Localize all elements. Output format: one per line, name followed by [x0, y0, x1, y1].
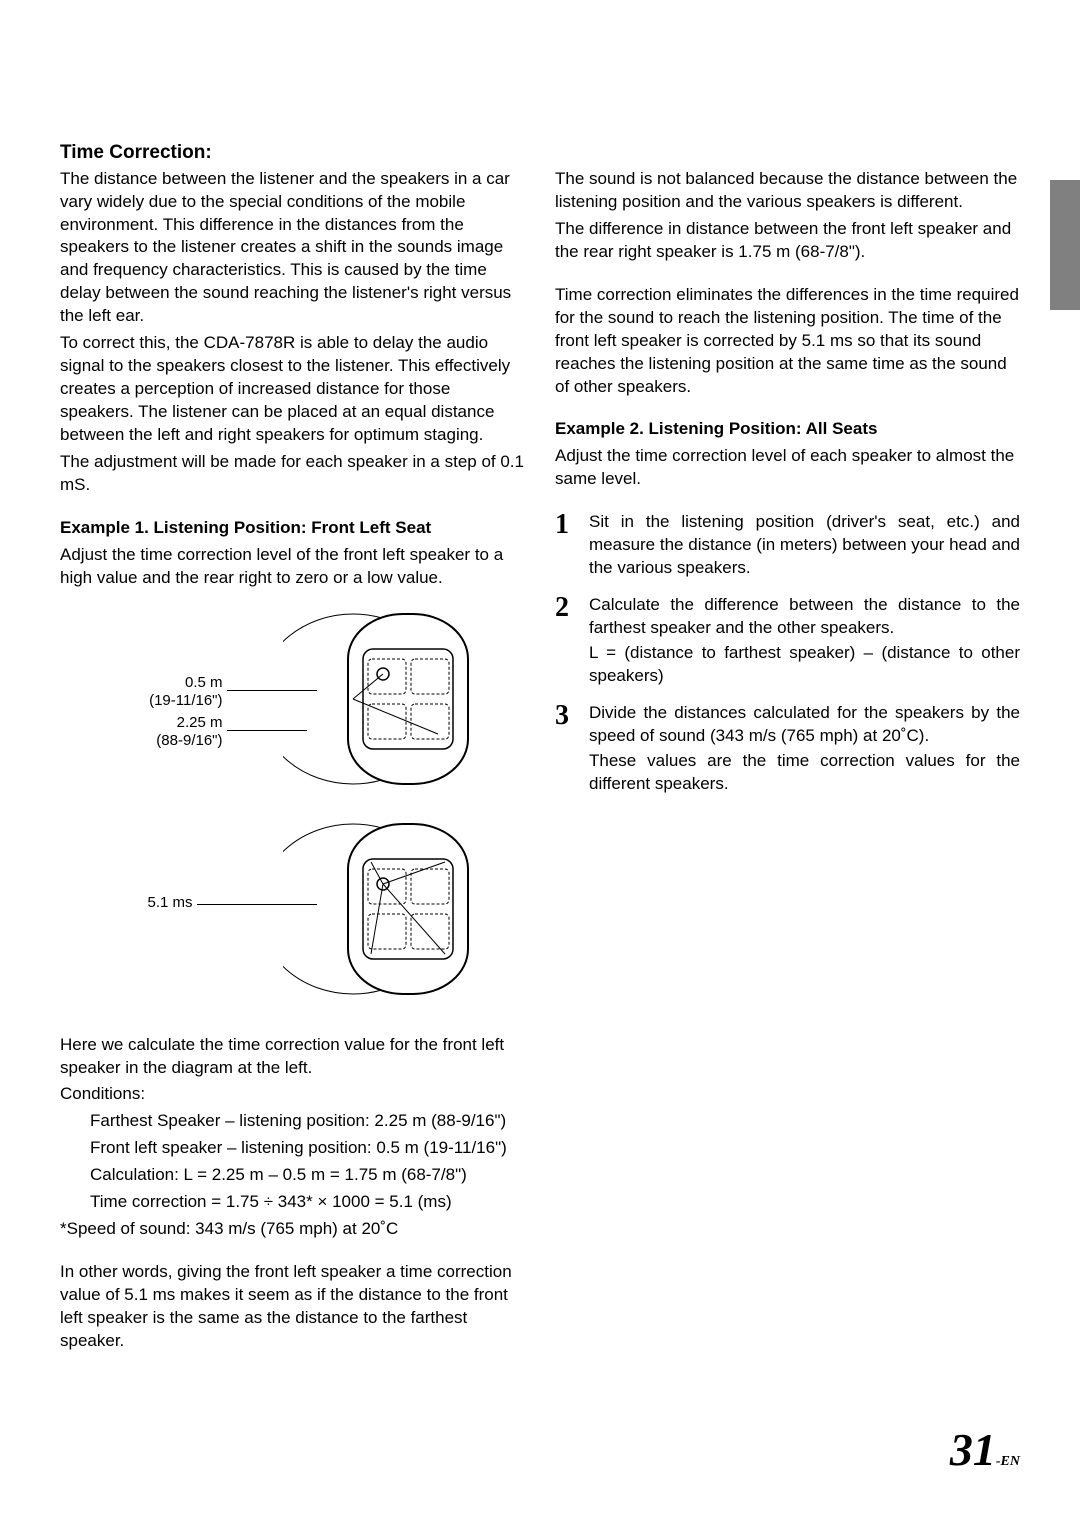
body-text: In other words, giving the front left sp…: [60, 1261, 525, 1353]
car-diagram: 0.5 m(19-11/16") 2.25 m(88-9/16") 5.1 ms: [63, 594, 523, 1024]
section-heading: Time Correction:: [60, 140, 525, 166]
page-number: 31-EN: [950, 1423, 1020, 1476]
step-text: Divide the distances calculated for the …: [589, 702, 1020, 796]
page-number-value: 31: [950, 1424, 996, 1475]
condition-line: Time correction = 1.75 ÷ 343* × 1000 = 5…: [90, 1191, 525, 1214]
step-1: 1 Sit in the listening position (driver'…: [555, 511, 1020, 580]
step-text: Sit in the listening position (driver's …: [589, 511, 1020, 580]
example-2-title: Example 2. Listening Position: All Seats: [555, 418, 1020, 441]
body-text: Adjust the time correction level of the …: [60, 544, 525, 590]
car-top-icon: [283, 604, 483, 794]
condition-line: Farthest Speaker – listening position: 2…: [90, 1110, 525, 1133]
body-text: Conditions:: [60, 1083, 525, 1106]
step-2: 2 Calculate the difference between the d…: [555, 594, 1020, 688]
condition-line: Calculation: L = 2.25 m – 0.5 m = 1.75 m…: [90, 1164, 525, 1187]
side-tab: [1050, 180, 1080, 310]
body-text: The adjustment will be made for each spe…: [60, 451, 525, 497]
example-1-title: Example 1. Listening Position: Front Lef…: [60, 517, 525, 540]
diagram-label: 2.25 m(88-9/16"): [123, 714, 223, 750]
footnote: *Speed of sound: 343 m/s (765 mph) at 20…: [60, 1218, 525, 1241]
condition-line: Front left speaker – listening position:…: [90, 1137, 525, 1160]
page: Time Correction: The distance between th…: [0, 0, 1080, 1526]
step-number: 1: [555, 511, 577, 580]
right-column: The sound is not balanced because the di…: [555, 140, 1020, 1357]
page-number-suffix: -EN: [996, 1454, 1020, 1469]
body-text: To correct this, the CDA-7878R is able t…: [60, 332, 525, 447]
step-subtext: These values are the time correction val…: [589, 750, 1020, 796]
body-text: The sound is not balanced because the di…: [555, 168, 1020, 214]
step-3: 3 Divide the distances calculated for th…: [555, 702, 1020, 796]
body-text: Adjust the time correction level of each…: [555, 445, 1020, 491]
diagram-label: 0.5 m(19-11/16"): [123, 674, 223, 710]
body-text: The distance between the listener and th…: [60, 168, 525, 329]
step-number: 3: [555, 702, 577, 796]
conditions-list: Farthest Speaker – listening position: 2…: [60, 1110, 525, 1214]
body-text: Here we calculate the time correction va…: [60, 1034, 525, 1080]
step-number: 2: [555, 594, 577, 688]
two-column-layout: Time Correction: The distance between th…: [60, 140, 1020, 1357]
diagram-label: 5.1 ms: [143, 894, 193, 912]
step-text: Calculate the difference between the dis…: [589, 594, 1020, 688]
body-text: Time correction eliminates the differenc…: [555, 284, 1020, 399]
body-text: The difference in distance between the f…: [555, 218, 1020, 264]
step-subtext: L = (distance to farthest speaker) – (di…: [589, 642, 1020, 688]
left-column: Time Correction: The distance between th…: [60, 140, 525, 1357]
car-bottom-icon: [283, 814, 483, 1004]
